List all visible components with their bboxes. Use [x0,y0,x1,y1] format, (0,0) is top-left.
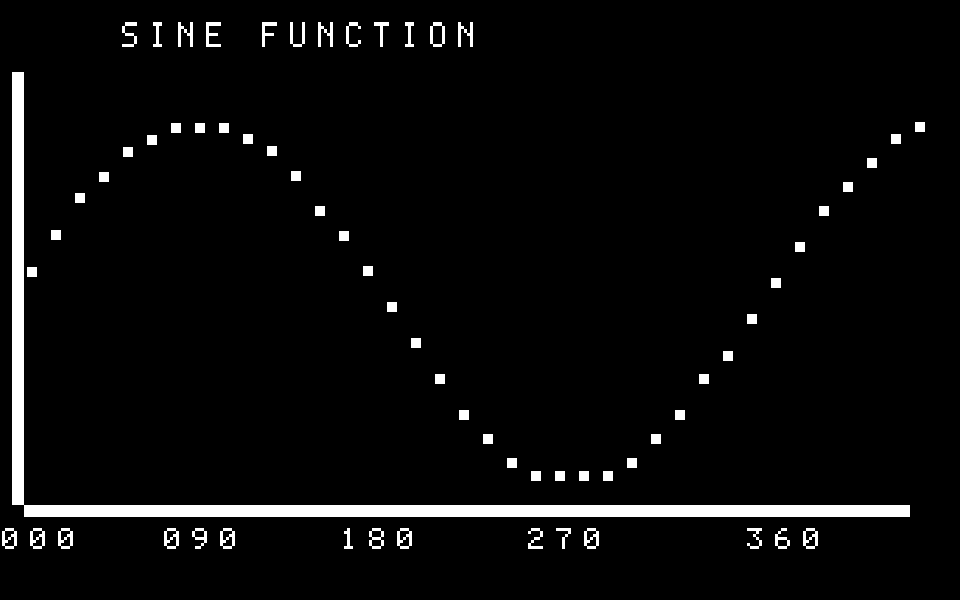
data-point [771,278,781,288]
data-point [459,410,469,420]
data-point [123,147,133,157]
y-axis-line [12,72,24,505]
data-point [315,206,325,216]
data-point [363,266,373,276]
data-point [795,242,805,252]
data-point [843,182,853,192]
data-point [891,134,901,144]
data-point [507,458,517,468]
data-point [291,171,301,181]
data-point [819,206,829,216]
data-point [219,123,229,133]
data-point [243,134,253,144]
data-point [27,267,37,277]
data-point [339,231,349,241]
data-point [75,193,85,203]
data-point [747,314,757,324]
data-point [867,158,877,168]
data-point [555,471,565,481]
data-point [699,374,709,384]
data-point [603,471,613,481]
data-point [627,458,637,468]
data-point [51,230,61,240]
data-point [195,123,205,133]
data-point [147,135,157,145]
data-point [387,302,397,312]
data-point [435,374,445,384]
data-point [99,172,109,182]
data-point [915,122,925,132]
x-axis-line [24,505,910,517]
data-point [579,471,589,481]
data-point [411,338,421,348]
data-point [483,434,493,444]
data-point [171,123,181,133]
data-point [723,351,733,361]
data-point [531,471,541,481]
data-point [267,146,277,156]
data-point [675,410,685,420]
data-point [651,434,661,444]
